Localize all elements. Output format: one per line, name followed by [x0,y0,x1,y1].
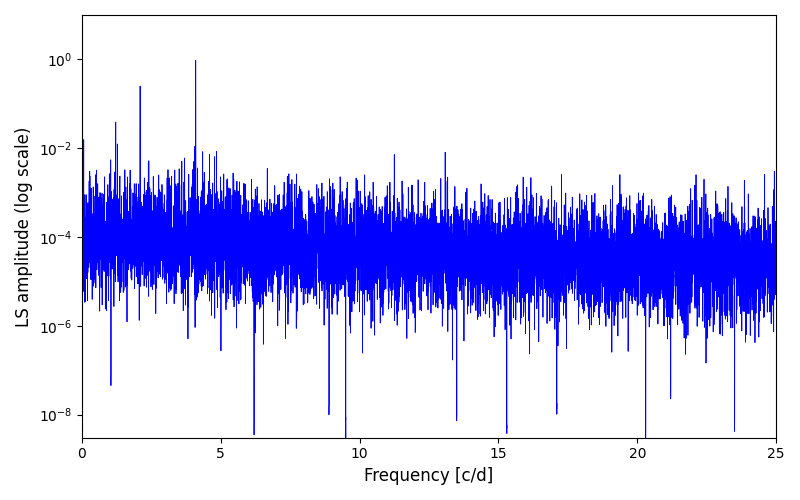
Y-axis label: LS amplitude (log scale): LS amplitude (log scale) [15,126,33,326]
X-axis label: Frequency [c/d]: Frequency [c/d] [364,467,494,485]
